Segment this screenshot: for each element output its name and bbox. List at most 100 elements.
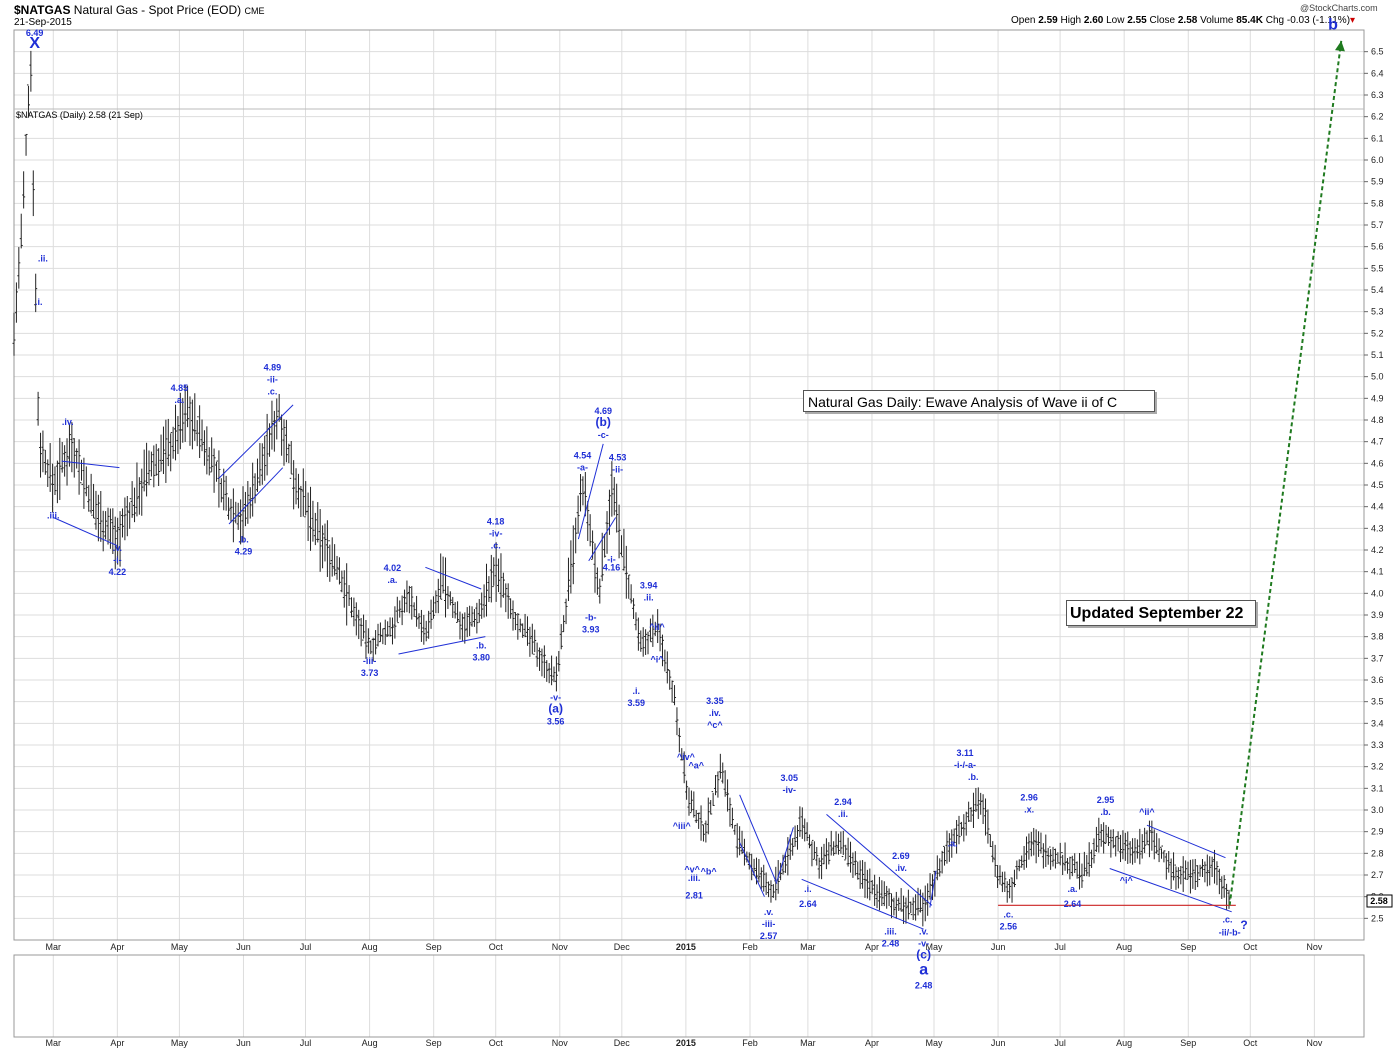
y-tick-label: 3.2 <box>1371 762 1384 772</box>
wave-label: (c) <box>916 948 931 962</box>
trendline <box>929 870 937 908</box>
wave-label: 2.57 <box>760 931 778 941</box>
wave-label: (a) <box>548 702 563 716</box>
y-tick-label: 5.9 <box>1371 177 1384 187</box>
wave-label: 2.56 <box>1000 921 1018 931</box>
wave-label: 2.94 <box>834 797 852 807</box>
wave-label: 4.22 <box>109 567 127 577</box>
x-tick-label: Sep <box>426 942 442 952</box>
wave-label: ^i^ <box>1120 875 1134 885</box>
wave-label: .iv. <box>62 417 74 427</box>
wave-label: -b- <box>585 613 597 623</box>
x-tick-label: Sep <box>1180 1038 1196 1048</box>
y-tick-label: 4.2 <box>1371 545 1384 555</box>
wave-label: .a. <box>948 839 958 849</box>
x-tick-label: Feb <box>742 1038 758 1048</box>
x-tick-label: Apr <box>110 1038 124 1048</box>
x-tick-label: Aug <box>1116 942 1132 952</box>
x-tick-label: Nov <box>552 942 569 952</box>
y-tick-label: 5.2 <box>1371 328 1384 338</box>
y-tick-label: 5.0 <box>1371 372 1384 382</box>
projection-line <box>1228 40 1343 906</box>
wave-label: .b. <box>1100 807 1111 817</box>
wave-label: .v. <box>919 927 928 937</box>
x-tick-label: Nov <box>552 1038 569 1048</box>
x-tick-label: May <box>925 1038 943 1048</box>
trendline <box>228 467 284 525</box>
wave-label: 4.89 <box>264 363 282 373</box>
wave-label: -ii- <box>612 465 623 475</box>
x-tick-label: Aug <box>1116 1038 1132 1048</box>
wave-label: ^iv^ <box>677 752 696 762</box>
trendline <box>1109 868 1232 913</box>
wave-label: .ii. <box>644 592 654 602</box>
y-tick-label: 5.5 <box>1371 263 1384 273</box>
wave-label: 2.64 <box>799 899 817 909</box>
wave-label: .iv. <box>895 863 907 873</box>
trendline <box>776 827 794 882</box>
trendline <box>1146 824 1226 859</box>
stockcharts-credit: @StockCharts.com <box>1300 3 1378 13</box>
series-label: $NATGAS (Daily) 2.58 (21 Sep) <box>16 110 143 120</box>
trendline <box>61 460 120 469</box>
wave-label: -iii- <box>762 919 776 929</box>
y-tick-label: 5.7 <box>1371 220 1384 230</box>
wave-label: .x. <box>1024 805 1034 815</box>
x-tick-label: May <box>925 942 943 952</box>
wave-label: -ii/-b- <box>1219 927 1241 937</box>
wave-label: .v. <box>764 907 773 917</box>
wave-label: 4.02 <box>384 563 402 573</box>
wave-label: .iii. <box>688 873 701 883</box>
wave-label: 4.16 <box>603 563 621 573</box>
x-tick-label: Jun <box>991 942 1006 952</box>
wave-labels: 6.49X .ii. .i. .iv. .iii. .v. -i- 4.22 4.85 .a. .b… <box>26 17 1338 991</box>
y-tick-label: 4.3 <box>1371 523 1384 533</box>
chart-grid <box>14 30 1364 1037</box>
x-tick-label: 2015 <box>676 1038 696 1048</box>
x-tick-label: Sep <box>426 1038 442 1048</box>
x-tick-label: Apr <box>865 1038 879 1048</box>
x-tick-label: Oct <box>1243 942 1258 952</box>
symbol: $NATGAS <box>14 3 71 17</box>
projection-arrow <box>1228 40 1345 906</box>
x-tick-label: Oct <box>1243 1038 1258 1048</box>
wave-label: .a. <box>174 395 184 405</box>
wave-label: -iv- <box>783 785 797 795</box>
trendline <box>398 636 486 655</box>
y-tick-label: 4.5 <box>1371 480 1384 490</box>
wave-label: ^ii^ <box>1139 807 1155 817</box>
wave-label: -a- <box>577 462 588 472</box>
wave-label: X <box>29 35 40 52</box>
x-tick-label: Apr <box>110 942 124 952</box>
last-value-marker: 2.58 <box>1366 894 1393 908</box>
y-tick-label: 4.9 <box>1371 393 1384 403</box>
ohlc-bars <box>12 50 1231 927</box>
y-tick-label: 6.4 <box>1371 68 1384 78</box>
y-tick-label: 3.0 <box>1371 805 1384 815</box>
x-tick-label: May <box>171 1038 189 1048</box>
wave-label: .iv. <box>709 708 721 718</box>
trendline <box>739 842 765 897</box>
x-tick-label: Nov <box>1306 1038 1323 1048</box>
updated-box: Updated September 22 <box>1066 600 1256 626</box>
ohlc-readout: Open 2.59 High 2.60 Low 2.55 Close 2.58 … <box>1011 15 1356 26</box>
y-tick-label: 2.9 <box>1371 827 1384 837</box>
wave-label: .ii. <box>38 254 48 264</box>
y-tick-label: 3.5 <box>1371 697 1384 707</box>
x-tick-label: Mar <box>800 1038 816 1048</box>
x-tick-label: Jun <box>991 1038 1006 1048</box>
wave-label: 2.64 <box>1064 899 1082 909</box>
y-tick-label: 5.3 <box>1371 307 1384 317</box>
wave-label: .c. <box>491 540 501 550</box>
wave-label: 3.11 <box>956 748 973 758</box>
y-tick-label: 3.9 <box>1371 610 1384 620</box>
x-tick-label: Oct <box>489 942 504 952</box>
wave-label: ^c^ <box>707 720 723 730</box>
trendline <box>53 517 118 547</box>
wave-label: -ii- <box>267 375 278 385</box>
wave-label: b <box>1328 17 1338 34</box>
projection-arrowhead <box>1335 40 1345 52</box>
wave-label: 2.81 <box>685 891 703 901</box>
lower-x-axis: Mar Apr May Jun Jul Aug Sep Oct Nov Dec 2015 Feb Mar… <box>46 1038 1323 1048</box>
